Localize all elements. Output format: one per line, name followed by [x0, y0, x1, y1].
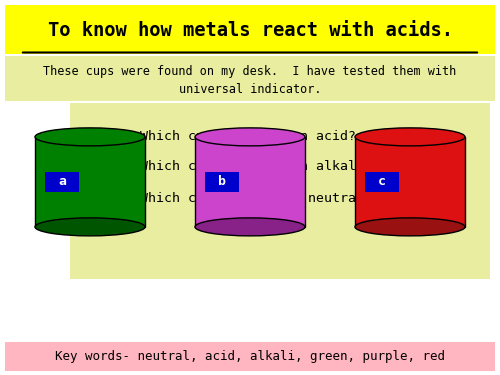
- FancyBboxPatch shape: [355, 137, 465, 227]
- Ellipse shape: [195, 218, 305, 236]
- Ellipse shape: [35, 218, 145, 236]
- FancyBboxPatch shape: [205, 172, 239, 192]
- Text: These cups were found on my desk.  I have tested them with: These cups were found on my desk. I have…: [44, 66, 457, 78]
- FancyBboxPatch shape: [365, 172, 399, 192]
- Text: c: c: [378, 176, 386, 188]
- Text: 2.   Which cup contains an alkali?: 2. Which cup contains an alkali?: [100, 160, 372, 173]
- Text: Key words- neutral, acid, alkali, green, purple, red: Key words- neutral, acid, alkali, green,…: [55, 350, 445, 363]
- Ellipse shape: [35, 128, 145, 146]
- FancyBboxPatch shape: [45, 172, 79, 192]
- FancyBboxPatch shape: [5, 5, 495, 54]
- Text: 1.   Which cup contains an acid?: 1. Which cup contains an acid?: [100, 130, 356, 143]
- Text: b: b: [218, 176, 226, 188]
- FancyBboxPatch shape: [35, 137, 145, 227]
- Text: To know how metals react with acids.: To know how metals react with acids.: [48, 21, 452, 39]
- Ellipse shape: [355, 218, 465, 236]
- Text: a: a: [58, 176, 66, 188]
- Text: universal indicator.: universal indicator.: [179, 83, 321, 96]
- Ellipse shape: [195, 128, 305, 146]
- FancyBboxPatch shape: [5, 342, 495, 371]
- FancyBboxPatch shape: [5, 56, 495, 101]
- Ellipse shape: [355, 128, 465, 146]
- Text: 3.   Which cup contains a neutral liquid?: 3. Which cup contains a neutral liquid?: [100, 192, 428, 205]
- FancyBboxPatch shape: [195, 137, 305, 227]
- FancyBboxPatch shape: [70, 103, 490, 279]
